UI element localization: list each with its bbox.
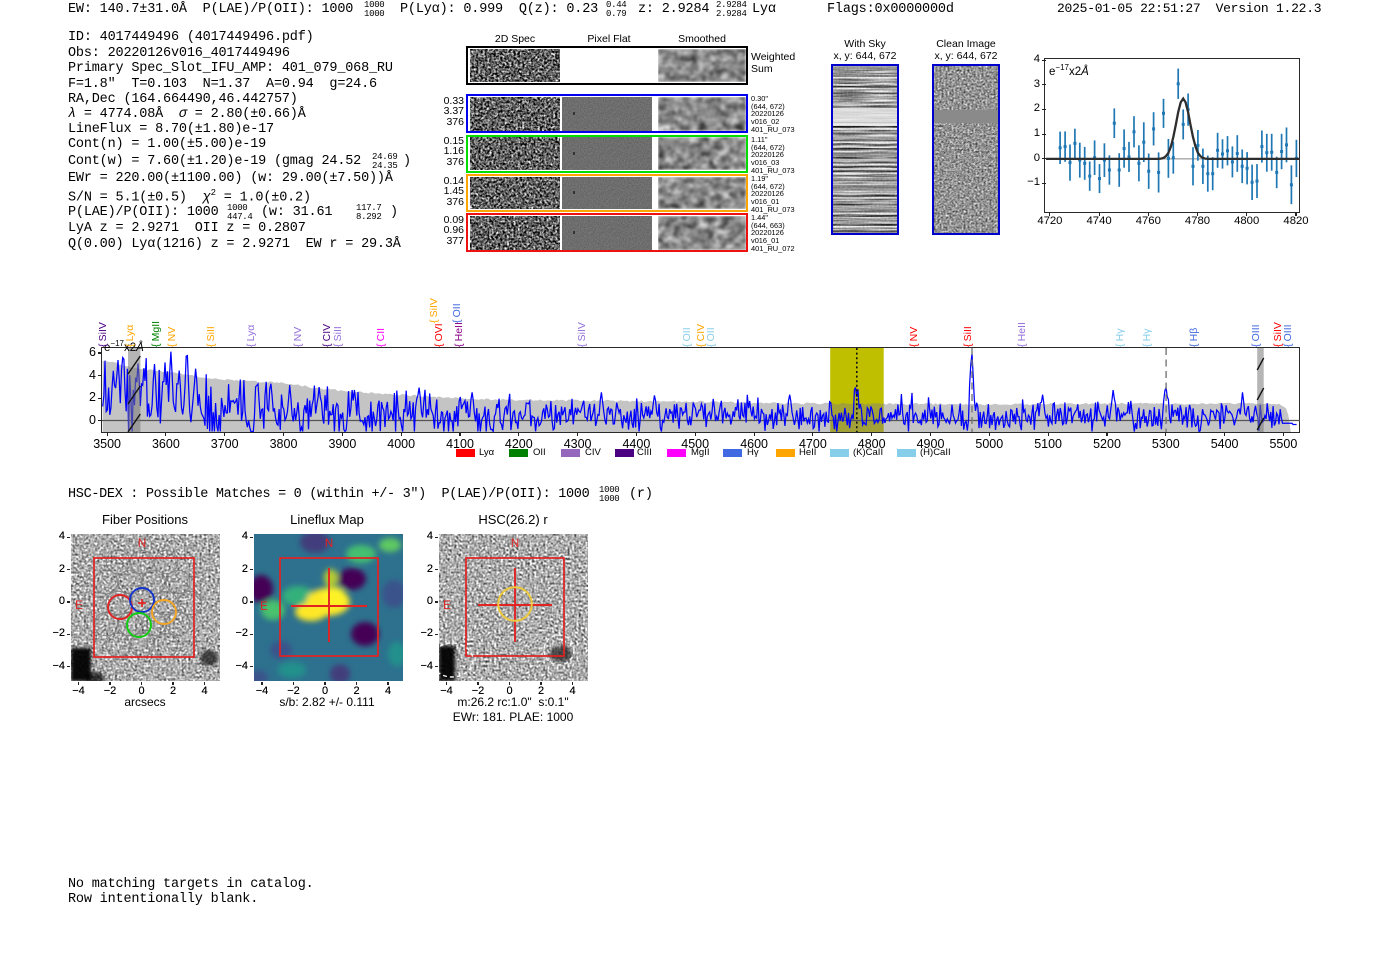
svg-text:N: N	[325, 538, 333, 550]
svg-text:N: N	[511, 538, 519, 550]
svg-text:N: N	[138, 538, 146, 550]
svg-text:E: E	[443, 600, 451, 612]
svg-text:E: E	[75, 600, 83, 612]
svg-text:E: E	[260, 601, 268, 613]
